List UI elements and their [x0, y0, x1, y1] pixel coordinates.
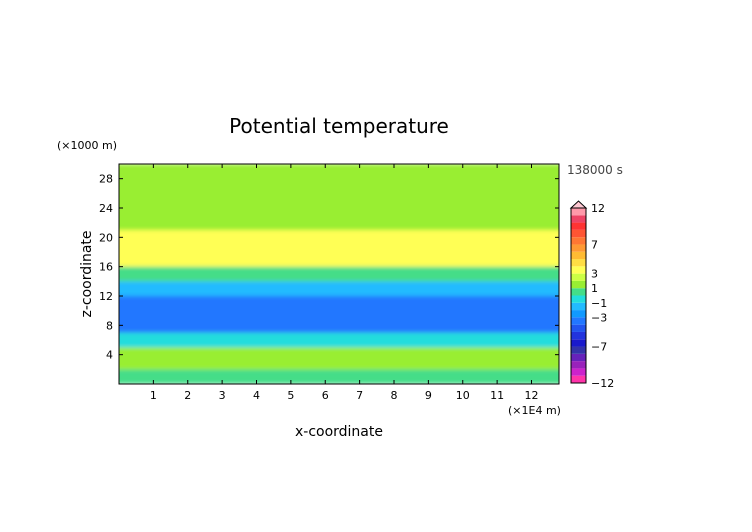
y-tick-label: 28 [99, 173, 113, 186]
plot-frame [118, 163, 560, 385]
x-axis-ticks: 1 2 3 4 5 6 7 8 9 10 11 12 [150, 164, 539, 402]
field-band [119, 347, 559, 370]
y-axis-label: z-coordinate [79, 230, 95, 317]
y-tick-label: 24 [99, 202, 113, 215]
colorbar-segment [571, 324, 586, 332]
colorbar-segment [571, 237, 586, 245]
colorbar-segment [571, 302, 586, 311]
field-band [119, 230, 559, 267]
x-tick-label: 5 [287, 389, 294, 402]
colorbar-segment [571, 251, 586, 260]
field-band [119, 369, 559, 384]
colorbar-segment [571, 331, 586, 340]
x-tick-label: 1 [150, 389, 157, 402]
x-tick-label: 9 [425, 389, 432, 402]
x-tick-label: 11 [490, 389, 504, 402]
colorbar-tick-label: 12 [591, 202, 605, 215]
field-band [119, 296, 559, 333]
colorbar-tick-label: 7 [591, 238, 598, 251]
colorbar: 12 7 31 −1−3 −7 −12 [569, 200, 614, 390]
colorbar-segment [571, 368, 586, 376]
colorbar-segment [571, 244, 586, 252]
field-band [119, 164, 559, 208]
colorbar-segment [571, 229, 586, 238]
y-tick-label: 16 [99, 261, 113, 274]
colorbar-segment [571, 361, 586, 369]
colorbar-segment [571, 317, 586, 325]
colorbar-tick-label: −12 [591, 377, 614, 390]
colorbar-segment [571, 266, 586, 274]
colorbar-segment [571, 215, 586, 223]
colorbar-tick-label: 1 [591, 282, 598, 295]
y-tick-label: 12 [99, 290, 113, 303]
plot-area [119, 164, 559, 384]
colorbar-tick-label: 3 [591, 268, 598, 281]
colorbar-tick-label: −3 [591, 311, 607, 324]
colorbar-segment [571, 280, 586, 289]
x-tick-label: 7 [356, 389, 363, 402]
x-tick-label: 6 [322, 389, 329, 402]
field-band [119, 266, 559, 282]
colorbar-tick-label: −1 [591, 297, 607, 310]
colorbar-segment [571, 273, 586, 281]
x-tick-label: 3 [219, 389, 226, 402]
colorbar-frame [570, 207, 587, 384]
colorbar-segment [571, 339, 586, 347]
x-tick-label: 10 [456, 389, 470, 402]
colorbar-segment [571, 375, 586, 383]
colorbar-segment [571, 353, 586, 362]
colorbar-segment [571, 295, 586, 303]
time-label: 138000 s [567, 163, 623, 177]
chart-title: Potential temperature [229, 114, 449, 138]
colorbar-arrow [569, 200, 588, 209]
field-band [119, 332, 559, 348]
colorbar-segment [571, 208, 586, 216]
x-tick-label: 12 [525, 389, 539, 402]
y-unit-label: (×1000 m) [57, 139, 117, 152]
y-tick-label: 8 [106, 319, 113, 332]
colorbar-segment [571, 346, 586, 354]
x-unit-label: (×1E4 m) [508, 404, 561, 417]
y-tick-label: 4 [106, 349, 113, 362]
x-tick-label: 2 [184, 389, 191, 402]
y-tick-label: 20 [99, 231, 113, 244]
colorbar-segment [571, 310, 586, 318]
x-axis-label: x-coordinate [295, 424, 383, 440]
x-tick-label: 8 [391, 389, 398, 402]
colorbar-segment [571, 288, 586, 296]
colorbar-segment [571, 259, 586, 267]
colorbar-tick-label: −7 [591, 341, 607, 354]
field-band [119, 208, 559, 230]
field-band [119, 281, 559, 296]
y-axis-ticks: 4 8 12 16 20 24 28 [99, 173, 559, 362]
x-tick-label: 4 [253, 389, 260, 402]
colorbar-segment [571, 222, 586, 230]
